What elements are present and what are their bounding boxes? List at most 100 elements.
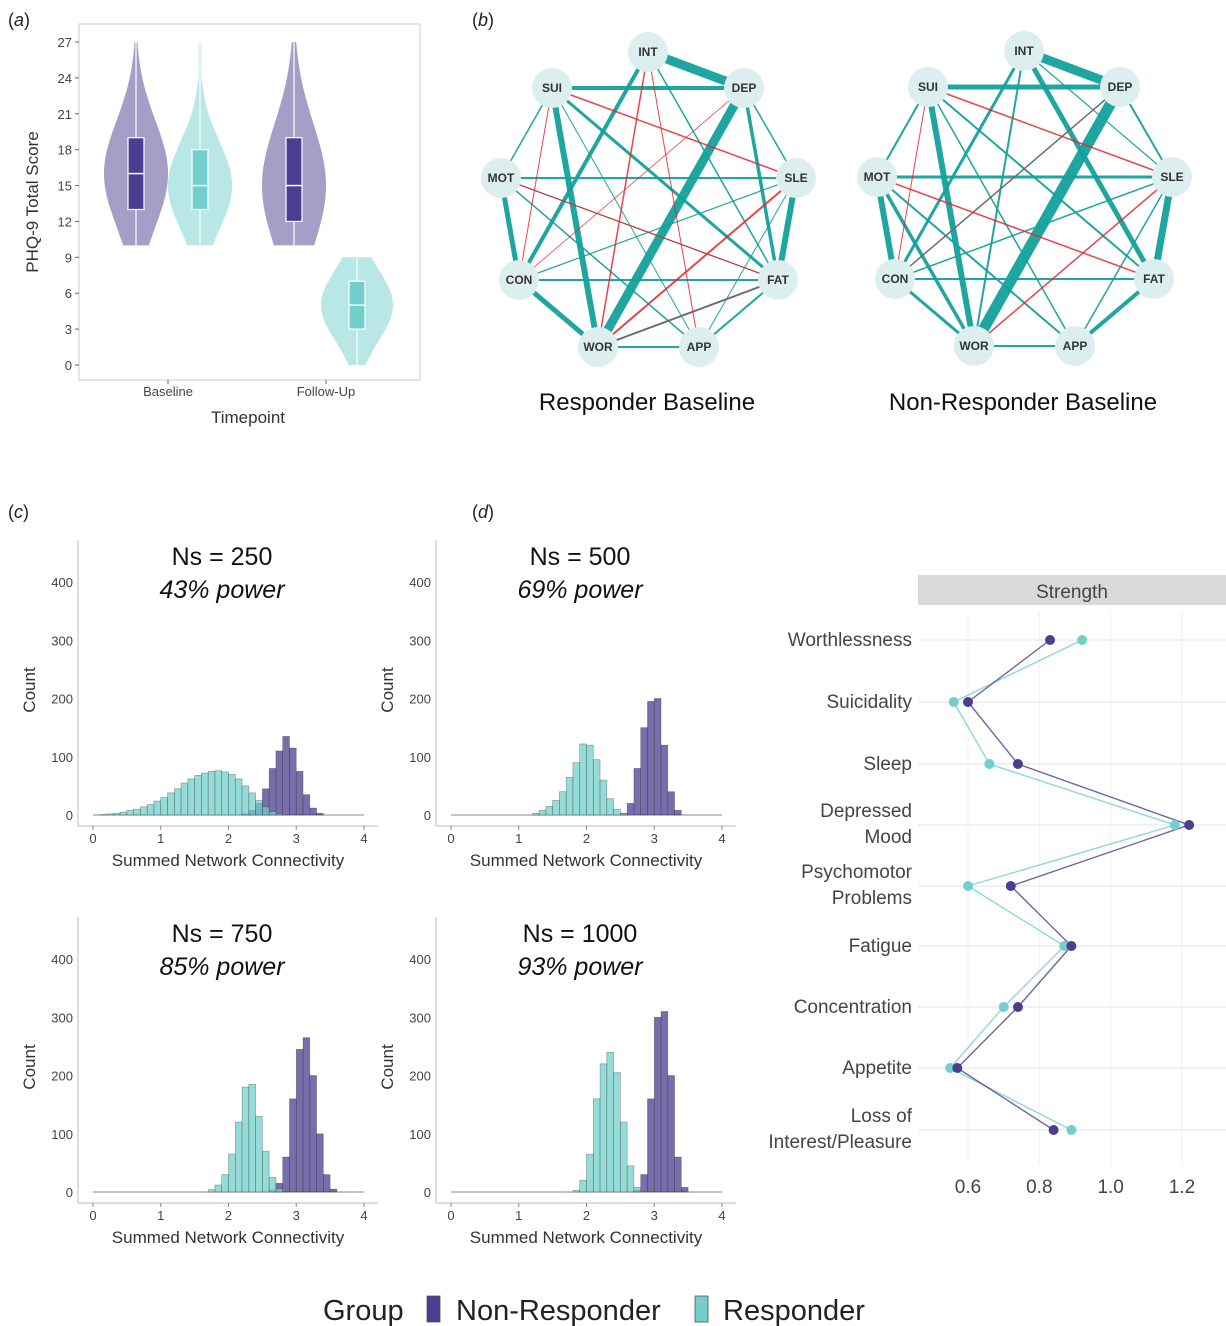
responder-bar [180, 782, 189, 816]
y-tick-label: 400 [409, 575, 431, 590]
edge-SLE-WOR [597, 177, 797, 348]
responder-bar [572, 1189, 581, 1193]
responder-bar [187, 778, 195, 816]
legend-label-responder: Responder [723, 1295, 865, 1326]
edge-SUI-FAT [550, 86, 780, 282]
responder-bar [579, 743, 587, 816]
non-responder-bar [329, 1188, 338, 1193]
responder-bar [174, 788, 182, 816]
strip-label: Strength [1036, 582, 1108, 603]
responder-bar [268, 811, 277, 816]
y-tick-label: 0 [424, 1185, 431, 1200]
category-label: Loss of [851, 1106, 913, 1127]
node-MOT [481, 158, 521, 198]
node-label-WOR: WOR [583, 340, 613, 354]
edge-SLE-APP [698, 177, 797, 348]
node-SLE [776, 158, 816, 198]
node-APP [679, 327, 719, 367]
histogram-panel: 0 100 200 300 400 0 1 2 3 4 Count Summed Network Co… [378, 540, 736, 870]
edge-INT-SLE [1023, 50, 1173, 178]
node-label-WOR: WOR [959, 339, 989, 353]
node-INT [1004, 31, 1044, 71]
edge-INT-FAT [647, 51, 779, 281]
non-responder-bar [667, 791, 675, 816]
x-tick-label: 4 [360, 1208, 367, 1223]
x-axis-title: Summed Network Connectivity [112, 1228, 345, 1247]
node-CON [499, 260, 539, 300]
non-responder-bar [295, 1048, 304, 1193]
responder-bar [221, 771, 229, 816]
responder-bar [538, 810, 547, 816]
legend-swatch-responder [694, 1295, 709, 1323]
category-label: Sleep [863, 754, 912, 775]
x-tick-label: 3 [651, 831, 658, 846]
responder-bar [153, 800, 162, 816]
non-responder-bar [674, 810, 682, 816]
edge-SUI-FAT [927, 86, 1155, 280]
responder-bar [255, 1115, 263, 1193]
node-label-INT: INT [1014, 44, 1034, 58]
node-label-FAT: FAT [767, 273, 789, 287]
power-subtitle: 69% power [517, 576, 644, 604]
edge-MOT-APP [876, 176, 1076, 347]
edge-CON-SLE [894, 176, 1173, 280]
edge-MOT-WOR [875, 175, 976, 348]
responder-bar [201, 772, 209, 816]
responder-bar [545, 805, 553, 816]
non-responder-bar [309, 1075, 317, 1193]
group-legend: Group Non-Responder Responder [323, 1295, 865, 1326]
responder-bar [214, 1184, 223, 1193]
y-tick-label: 100 [51, 750, 73, 765]
responder-bar [255, 800, 263, 816]
legend-swatch-non-responder [426, 1295, 441, 1323]
y-tick-label: 15 [58, 179, 72, 194]
responder-bar [262, 806, 270, 816]
edge-MOT-APP [500, 177, 700, 348]
x-tick-label: 1 [515, 831, 522, 846]
non-responder-bar [647, 701, 655, 816]
x-tick-label: 2 [583, 1208, 590, 1223]
node-MOT [857, 157, 897, 197]
panel-label-c: (c) [8, 502, 29, 522]
responder-point [1059, 941, 1070, 951]
responder-bar [241, 785, 250, 816]
edge-MOT-FAT [876, 176, 1155, 280]
histogram-panel: 0 100 200 300 400 0 1 2 3 4 Count Summed Network Co… [20, 917, 378, 1247]
node-APP [1055, 326, 1095, 366]
y-tick-label: 0 [424, 808, 431, 823]
x-tick-label: 2 [225, 1208, 232, 1223]
node-DEP [724, 68, 764, 108]
non-responder-point [1048, 1125, 1059, 1135]
responder-bar [275, 1188, 283, 1193]
y-tick-label: 300 [409, 1010, 431, 1025]
responder-bar [262, 1150, 270, 1193]
responder-bar [133, 808, 141, 816]
non-responder-bar [640, 727, 648, 816]
x-tick-label: 4 [718, 1208, 725, 1223]
responder-bar [613, 1072, 621, 1193]
y-tick-label: 24 [58, 71, 72, 86]
responder-bar [248, 1083, 256, 1193]
responder-point [984, 759, 995, 769]
x-tick-label: 0.8 [1026, 1177, 1052, 1198]
node-FAT [758, 260, 798, 300]
non-responder-point [1005, 881, 1016, 891]
node-FAT [1134, 259, 1174, 299]
y-tick-label: 100 [409, 1127, 431, 1142]
non-responder-bar [640, 1174, 648, 1193]
x-axis-title: Summed Network Connectivity [470, 1228, 703, 1247]
edge-FAT-WOR [597, 279, 779, 348]
responder-bar [626, 1165, 635, 1193]
x-axis-title: Summed Network Connectivity [112, 851, 345, 870]
responder-bar [606, 798, 614, 816]
non-responder-bar [633, 768, 641, 816]
x-tick-label: 4 [360, 831, 367, 846]
edge-WOR-SLE [973, 176, 1173, 347]
non-responder-bar [282, 1156, 290, 1193]
node-label-SLE: SLE [1160, 170, 1183, 184]
y-tick-label: 100 [409, 750, 431, 765]
node-label-MOT: MOT [488, 171, 515, 185]
responder-bar [119, 811, 128, 816]
node-label-DEP: DEP [732, 81, 757, 95]
non-responder-bar [316, 812, 324, 816]
